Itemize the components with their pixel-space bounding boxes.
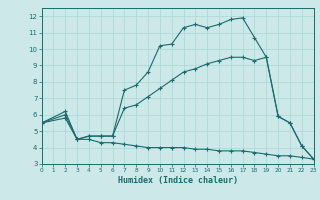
X-axis label: Humidex (Indice chaleur): Humidex (Indice chaleur) — [118, 176, 237, 185]
